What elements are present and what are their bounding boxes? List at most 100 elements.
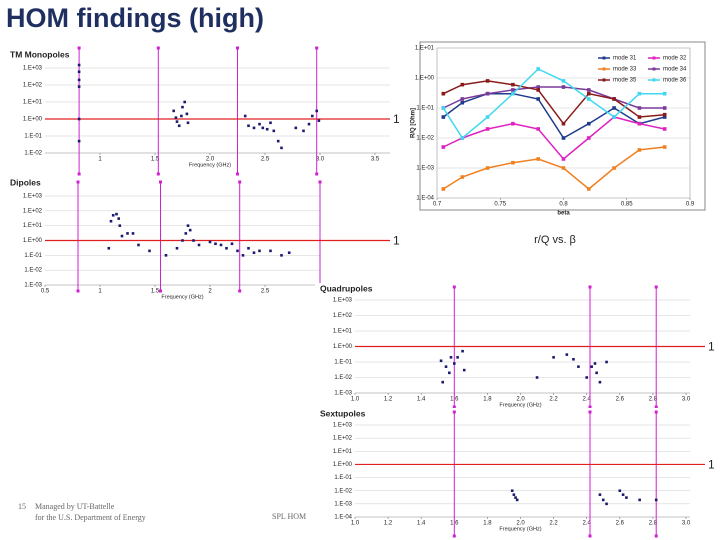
machine-line-cap	[452, 285, 456, 289]
series-marker	[536, 157, 540, 161]
point	[107, 246, 111, 250]
series-marker	[662, 145, 667, 149]
point	[77, 63, 81, 67]
machine-line-cap	[315, 172, 319, 176]
x-tick-label: 2.6	[616, 397, 625, 403]
point	[515, 498, 519, 502]
point	[535, 376, 539, 379]
y-tick-label: 1.E+00	[415, 76, 435, 82]
x-tick-label: 1.4	[417, 397, 426, 403]
point	[172, 109, 175, 113]
y-tick-label: 1.E-04	[334, 515, 352, 521]
legend-marker	[652, 56, 656, 60]
point	[461, 349, 464, 353]
x-tick-label: 1.4	[417, 521, 426, 527]
series-marker	[637, 91, 642, 96]
x-tick-label: 1.5	[151, 157, 160, 163]
chart: R/Q [Ohm] beta r/Q vs. β 1.E+01 1.E+00 1.E-01…	[411, 41, 706, 246]
point	[265, 127, 269, 131]
machine-line-cap	[238, 289, 242, 293]
series-marker	[511, 121, 515, 126]
slide-title: HOM findings (high)	[6, 3, 264, 33]
page-number: 15	[18, 502, 26, 511]
machine-line-cap	[452, 410, 456, 414]
legend-label: mode 35	[613, 78, 637, 84]
point	[109, 219, 113, 223]
point	[621, 493, 625, 496]
point	[448, 371, 451, 375]
point	[77, 117, 81, 121]
y-tick-label: 1.E-02	[334, 488, 352, 494]
x-tick-label: 0.75	[494, 202, 506, 208]
x-tick-label: 3.5	[371, 157, 380, 163]
point	[572, 357, 575, 361]
x-tick-label: 2	[208, 289, 212, 295]
point	[77, 70, 81, 74]
point	[186, 224, 190, 227]
point	[294, 126, 298, 130]
point	[219, 243, 223, 247]
series-line	[442, 146, 665, 190]
x-tick-label: 1.8	[483, 397, 492, 403]
point	[164, 254, 168, 257]
machine-line-cap	[654, 285, 658, 289]
series-marker	[637, 106, 642, 110]
series-line	[442, 86, 665, 109]
series-marker	[460, 82, 465, 87]
point	[441, 380, 445, 384]
x-tick-label: 1.0	[351, 521, 360, 527]
x-axis-label: Frequency (GHz)	[189, 162, 231, 168]
y-tick-label: 1.E+00	[333, 344, 353, 350]
machine-line-cap	[654, 534, 658, 538]
point	[184, 232, 188, 235]
series-marker	[441, 115, 446, 119]
point	[444, 365, 448, 368]
point	[598, 493, 602, 496]
point	[180, 114, 183, 118]
caption: r/Q vs. β	[534, 234, 576, 246]
point	[598, 380, 602, 384]
x-tick-label: 3.0	[682, 397, 691, 403]
x-tick-label: 3.0	[316, 157, 325, 163]
point	[311, 114, 314, 118]
y-tick-label: 1.E-01	[24, 134, 42, 140]
point	[317, 119, 321, 122]
y-tick-label: 1.E-03	[334, 391, 352, 397]
point	[117, 217, 120, 220]
machine-line-cap	[452, 534, 456, 538]
series-marker	[587, 121, 591, 126]
point	[115, 212, 118, 216]
y-tick-label: 1.E-02	[24, 151, 42, 157]
point	[258, 122, 261, 126]
series-marker	[485, 127, 490, 131]
machine-line-cap	[318, 180, 322, 184]
series-marker	[662, 91, 667, 96]
machine-line-cap	[588, 405, 592, 409]
legend-marker	[652, 78, 656, 82]
point	[269, 249, 272, 253]
machine-line-cap	[654, 405, 658, 409]
point	[247, 246, 250, 250]
point	[120, 234, 124, 238]
x-axis-label: Frequency (GHz)	[499, 526, 541, 532]
point	[208, 240, 212, 244]
series-marker	[587, 187, 591, 191]
point	[261, 126, 265, 130]
y-tick-label: 1.E+03	[333, 298, 353, 304]
series-marker	[561, 166, 566, 170]
point	[148, 249, 151, 253]
series-line	[442, 92, 665, 140]
point	[247, 124, 250, 128]
point	[137, 243, 140, 247]
series-marker	[460, 100, 465, 105]
point	[287, 251, 291, 255]
series-marker	[587, 88, 591, 92]
x-axis-label: Frequency (GHz)	[161, 294, 203, 300]
point	[252, 251, 256, 255]
chart-title: TM Monopoles	[10, 49, 70, 59]
y-tick-label: 1.E+01	[23, 223, 43, 229]
chart-title: Sextupoles	[320, 408, 366, 418]
legend-label: mode 31	[613, 56, 637, 62]
series-marker	[441, 91, 446, 96]
series-marker	[536, 67, 540, 71]
